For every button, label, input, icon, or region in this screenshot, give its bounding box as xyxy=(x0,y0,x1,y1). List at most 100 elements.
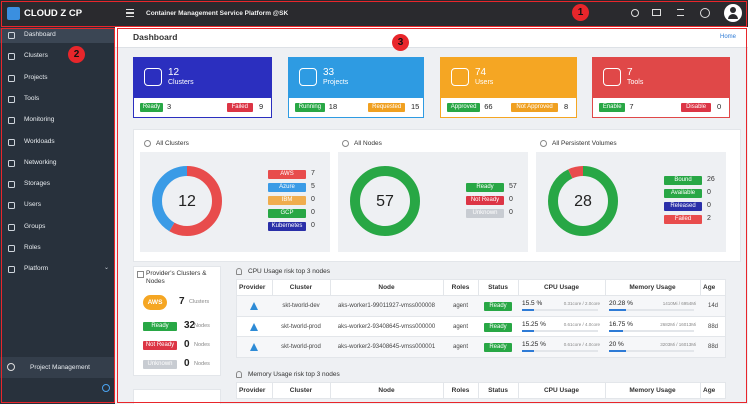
help-icon[interactable] xyxy=(700,8,710,18)
donut-segment xyxy=(548,166,618,236)
table-row xyxy=(236,316,726,337)
page-header xyxy=(115,27,748,48)
stat-value: 9 xyxy=(259,102,264,111)
legend-badge: Bound xyxy=(664,176,702,185)
column-header[interactable]: Node xyxy=(378,284,395,291)
stat-badge: Requested xyxy=(368,103,405,112)
table-header xyxy=(236,382,726,399)
sidebar-item[interactable]: Groups xyxy=(24,222,46,230)
legend-badge: Ready xyxy=(466,182,504,192)
column-header[interactable]: Age xyxy=(703,387,716,394)
usage-track xyxy=(522,350,598,352)
stat-card-value: 33 xyxy=(323,67,335,78)
sidebar-item[interactable]: Tools xyxy=(24,94,40,102)
stat-card-value: 74 xyxy=(475,67,487,78)
sidebar-icon xyxy=(8,74,15,82)
legend-badge: Not Ready xyxy=(466,195,504,205)
column-header[interactable]: Age xyxy=(703,284,716,291)
panel-title: Provider's Clusters & Nodes xyxy=(146,270,207,285)
usage-track xyxy=(522,329,598,332)
stat-card[interactable]: 12 Clusters Ready 3 Failed 9 xyxy=(133,57,272,118)
table-title: CPU Usage risk top 3 nodes xyxy=(248,268,331,275)
column-header[interactable]: Roles xyxy=(451,284,470,291)
sidebar-item[interactable]: Roles xyxy=(24,244,41,251)
cell-cluster: skt-tworld-dev xyxy=(282,303,320,309)
column-divider xyxy=(700,382,701,399)
provider-panel xyxy=(133,266,221,376)
stat-card-top xyxy=(289,58,423,98)
sidebar-footer[interactable] xyxy=(0,357,115,378)
sidebar-item[interactable]: Monitoring xyxy=(24,116,55,124)
moon-icon[interactable] xyxy=(631,9,639,17)
platform-title: Container Management Service Platform @S… xyxy=(146,10,289,17)
legend-badge: AWS xyxy=(268,169,306,179)
column-header[interactable]: Status xyxy=(488,387,508,394)
section-title: All Persistent Volumes xyxy=(552,140,617,147)
legend-badge: Azure xyxy=(268,182,306,192)
usage-detail: 0.31core / 2.0core xyxy=(563,301,600,306)
column-header[interactable]: Status xyxy=(488,284,508,291)
breadcrumb[interactable]: Home xyxy=(720,34,737,40)
column-header[interactable]: Provider xyxy=(239,387,266,394)
collapse-icon[interactable] xyxy=(102,384,110,392)
menu-icon-bar xyxy=(126,12,134,14)
sidebar-icon xyxy=(8,117,15,125)
cell-role: agent xyxy=(452,303,468,309)
column-divider xyxy=(478,279,479,296)
footer-icon xyxy=(7,363,15,371)
sidebar-item[interactable]: Storages xyxy=(24,180,51,188)
provider-badge: Ready xyxy=(143,322,177,331)
annotation-marker: 1 xyxy=(572,4,589,21)
table-header xyxy=(236,279,726,296)
column-header[interactable]: Provider xyxy=(239,284,266,291)
column-header[interactable]: Node xyxy=(378,387,395,394)
sidebar-icon xyxy=(8,202,15,210)
cell-age: 88d xyxy=(707,323,718,330)
stat-card[interactable]: 7 Tools Enable 7 Disable 0 xyxy=(592,57,730,118)
stat-card[interactable]: 33 Projects Running 18 Requested 15 xyxy=(288,57,424,118)
list-icon[interactable] xyxy=(677,9,684,16)
sidebar-footer-text[interactable]: Project Management xyxy=(30,364,90,371)
column-header[interactable]: Memory Usage xyxy=(629,284,676,291)
sidebar-item[interactable]: Dashboard xyxy=(24,31,56,38)
logo-text: CLOUD Z CP xyxy=(24,8,83,19)
sidebar-item[interactable]: Networking xyxy=(24,158,57,166)
avatar[interactable] xyxy=(724,4,742,22)
stat-card-value: 12 xyxy=(168,67,180,78)
panel-icon xyxy=(137,271,144,278)
monitor-icon[interactable] xyxy=(652,9,661,16)
sidebar-item[interactable]: Users xyxy=(24,201,41,209)
provider-logo: AWS xyxy=(143,295,167,310)
stat-card[interactable]: 74 Users Approved 66 Not Approved 8 xyxy=(440,57,577,118)
legend-badge: GCP xyxy=(268,208,306,218)
legend-badge: IBM xyxy=(268,195,306,205)
provider-value: 7 xyxy=(179,296,185,307)
column-header[interactable]: Roles xyxy=(451,387,470,394)
sidebar-icon xyxy=(8,95,15,103)
usage-percent: 15.25 % xyxy=(522,320,546,328)
stat-badge: Not Approved xyxy=(511,103,558,112)
stat-card-label: Users xyxy=(475,79,494,86)
column-header[interactable]: Cluster xyxy=(289,284,313,291)
sidebar-item[interactable]: Clusters xyxy=(24,52,48,60)
usage-detail: 0.61core / 4.0core xyxy=(563,342,600,347)
logo-icon xyxy=(7,7,20,20)
provider-unit: Nodes xyxy=(194,361,210,367)
sidebar-item[interactable]: Platform xyxy=(24,265,49,273)
column-header[interactable]: Cluster xyxy=(289,387,313,394)
usage-track xyxy=(522,309,598,311)
menu-icon[interactable] xyxy=(126,9,134,17)
provider-badge: Unknown xyxy=(143,360,177,369)
legend-value: 0 xyxy=(311,208,315,216)
stat-card-value: 7 xyxy=(627,67,633,78)
column-header[interactable]: Memory Usage xyxy=(629,387,676,394)
usage-percent: 15.5 % xyxy=(522,300,543,307)
azure-icon xyxy=(250,322,258,331)
column-header[interactable]: CPU Usage xyxy=(543,284,580,291)
column-header[interactable]: CPU Usage xyxy=(543,387,580,394)
donut-segment xyxy=(350,166,420,236)
column-divider xyxy=(272,279,273,296)
sidebar-item[interactable]: Workloads xyxy=(24,137,55,145)
table-icon xyxy=(236,371,242,378)
sidebar-item[interactable]: Projects xyxy=(24,73,48,81)
